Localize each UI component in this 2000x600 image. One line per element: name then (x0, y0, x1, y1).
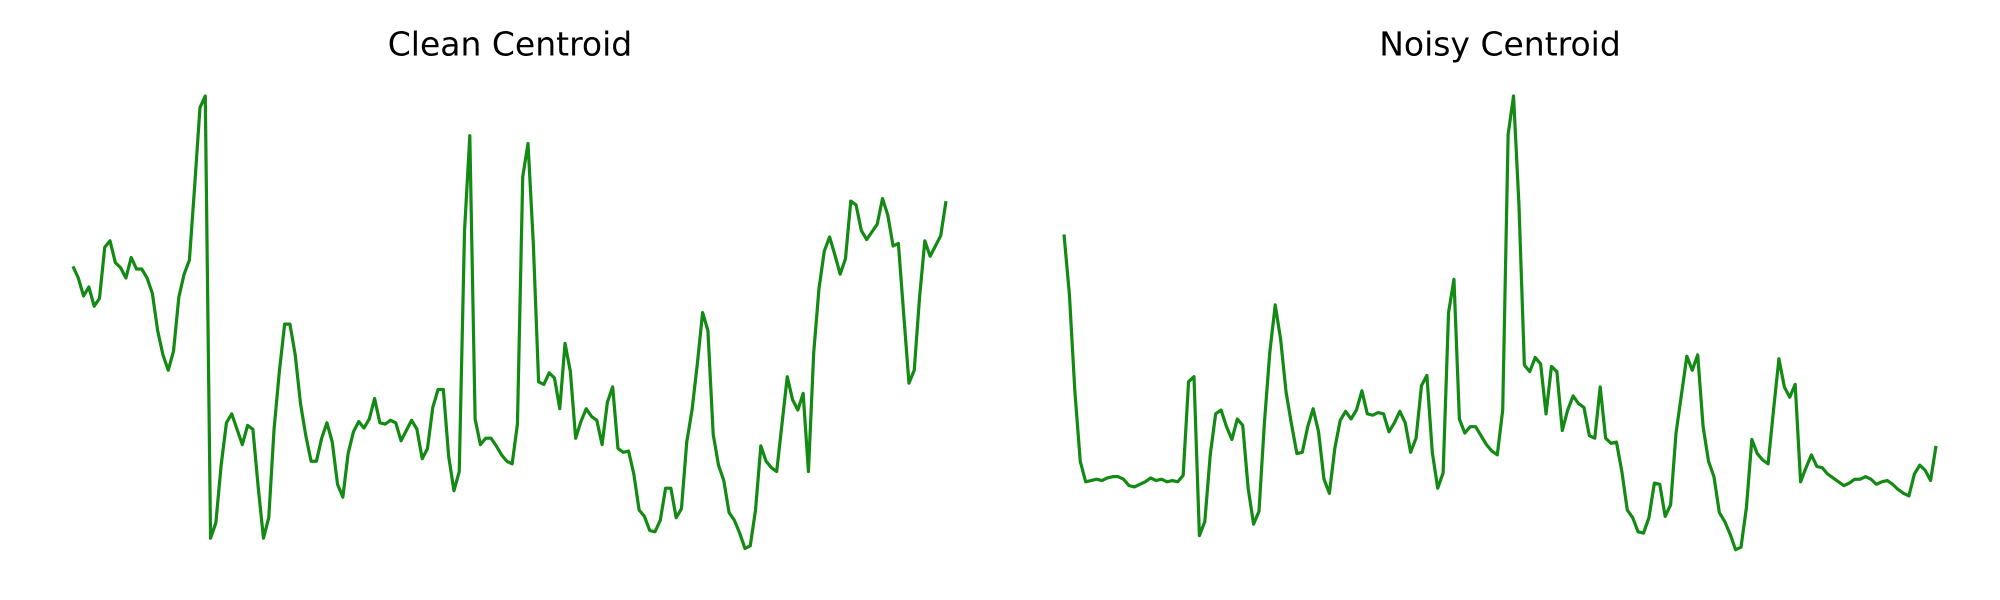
line (71, 94, 948, 551)
line (1062, 94, 1938, 552)
chart-title: Noisy Centroid (1379, 25, 1621, 64)
chart-title: Clean Centroid (388, 25, 633, 64)
